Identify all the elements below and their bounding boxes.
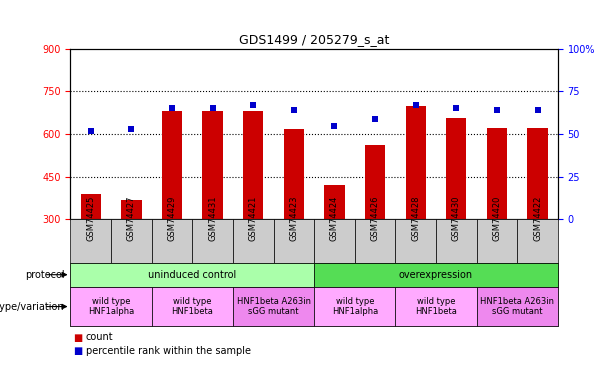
Bar — [284, 129, 304, 219]
Text: GSM74427: GSM74427 — [127, 195, 136, 241]
Bar — [70, 287, 152, 326]
Text: percentile rank within the sample: percentile rank within the sample — [86, 346, 251, 355]
Bar — [70, 262, 314, 287]
Bar — [70, 287, 558, 326]
Bar — [192, 219, 233, 262]
Bar — [355, 219, 395, 262]
Text: protocol: protocol — [25, 270, 64, 280]
Bar — [233, 287, 314, 326]
Text: ■: ■ — [74, 346, 83, 355]
Text: HNF1beta A263in
sGG mutant: HNF1beta A263in sGG mutant — [480, 297, 554, 316]
Title: GDS1499 / 205279_s_at: GDS1499 / 205279_s_at — [239, 33, 389, 46]
Bar — [406, 106, 426, 219]
Bar — [436, 219, 477, 262]
Text: count: count — [86, 333, 113, 342]
Bar — [202, 111, 223, 219]
Text: GSM74421: GSM74421 — [249, 196, 257, 241]
Bar — [324, 184, 345, 219]
Bar — [70, 262, 558, 287]
Bar — [273, 219, 314, 262]
Bar — [121, 200, 142, 219]
Bar — [314, 262, 558, 287]
Bar — [446, 118, 466, 219]
Text: GSM74428: GSM74428 — [411, 195, 420, 241]
Text: genotype/variation: genotype/variation — [0, 302, 64, 312]
Bar — [70, 219, 111, 262]
Bar — [517, 219, 558, 262]
Text: GSM74422: GSM74422 — [533, 196, 542, 241]
Text: GSM74430: GSM74430 — [452, 195, 461, 241]
Bar — [314, 219, 355, 262]
Bar — [152, 219, 192, 262]
Bar — [477, 287, 558, 326]
Bar — [395, 287, 477, 326]
Bar — [243, 111, 264, 219]
Bar — [395, 219, 436, 262]
Text: wild type
HNF1beta: wild type HNF1beta — [415, 297, 457, 316]
Bar — [111, 219, 152, 262]
Bar — [527, 128, 547, 219]
Bar — [314, 287, 395, 326]
Bar — [152, 287, 233, 326]
Text: GSM74429: GSM74429 — [167, 196, 177, 241]
Text: uninduced control: uninduced control — [148, 270, 237, 280]
Text: ■: ■ — [74, 333, 83, 342]
Bar — [477, 219, 517, 262]
Text: GSM74425: GSM74425 — [86, 196, 95, 241]
Bar — [233, 219, 273, 262]
Text: wild type
HNF1beta: wild type HNF1beta — [172, 297, 213, 316]
Text: wild type
HNF1alpha: wild type HNF1alpha — [332, 297, 378, 316]
Text: overexpression: overexpression — [399, 270, 473, 280]
Text: GSM74424: GSM74424 — [330, 196, 339, 241]
Text: HNF1beta A263in
sGG mutant: HNF1beta A263in sGG mutant — [237, 297, 311, 316]
Bar — [162, 111, 182, 219]
Bar — [487, 128, 507, 219]
Text: GSM74431: GSM74431 — [208, 195, 217, 241]
Bar — [365, 145, 385, 219]
Text: GSM74420: GSM74420 — [492, 196, 501, 241]
Text: GSM74426: GSM74426 — [371, 195, 379, 241]
Text: wild type
HNF1alpha: wild type HNF1alpha — [88, 297, 134, 316]
Text: GSM74423: GSM74423 — [289, 195, 299, 241]
Bar — [81, 194, 101, 219]
